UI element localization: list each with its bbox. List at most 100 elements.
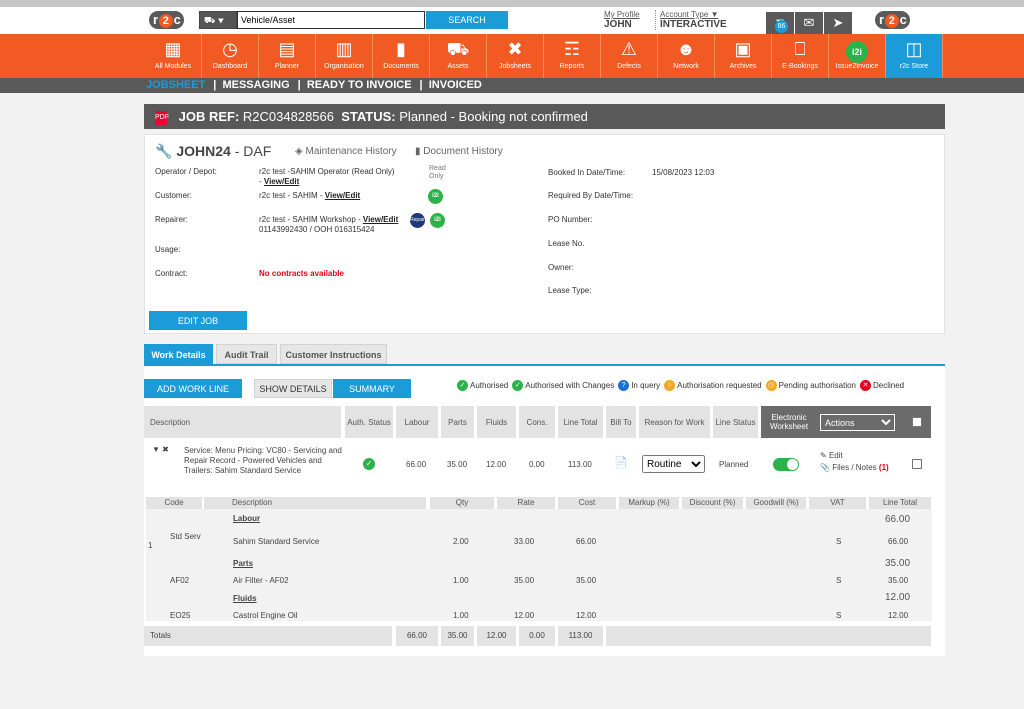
nav-reports[interactable]: ☶ Reports (544, 34, 601, 78)
nav-defects[interactable]: ⚠ Defects (601, 34, 658, 78)
document-history-link[interactable]: ▮ Document History (415, 146, 503, 157)
parts-desc: Air Filter - AF02 (233, 576, 289, 585)
calendar-icon: ▤ (278, 39, 296, 59)
contract-label: Contract: (155, 269, 188, 278)
subnav-jobsheet[interactable]: JOBSHEET (146, 79, 206, 91)
reason-select[interactable]: Routine (642, 455, 705, 473)
row-checkbox[interactable] (912, 459, 922, 469)
nav-planner[interactable]: ▤ Planner (259, 34, 316, 78)
account-type-value: INTERACTIVE (660, 19, 727, 30)
read-only-label: Read Only (429, 165, 446, 180)
sub-col-code: Code (146, 497, 202, 509)
work-line-total: 113.00 (568, 460, 592, 469)
paperclip-icon: 📎 (820, 463, 830, 472)
asset-type-select[interactable]: ⛟ ▾ (199, 11, 237, 29)
document-icon[interactable]: 📄 (614, 457, 628, 469)
clipboard-icon: ☶ (563, 39, 581, 59)
po-number-label: PO Number: (548, 215, 593, 224)
nav-network[interactable]: ☻ Network (658, 34, 715, 78)
parts-rate: 35.00 (514, 576, 535, 585)
labour-heading: Labour (233, 514, 261, 523)
my-profile-label[interactable]: My Profile (604, 10, 640, 19)
i2i-customer-icon: i2i (428, 189, 443, 204)
nav-jobsheets[interactable]: ✖ Jobsheets (487, 34, 544, 78)
warning-icon: ⚠ (620, 39, 638, 59)
add-work-line-button[interactable]: ADD WORK LINE (144, 379, 242, 398)
account-type[interactable]: Account Type ▼ INTERACTIVE (655, 10, 727, 30)
fluids-rate: 12.00 (514, 611, 535, 620)
parts-qty: 1.00 (453, 576, 469, 585)
electronic-worksheet-toggle[interactable] (773, 458, 799, 471)
nav-assets[interactable]: ⛟ Assets (430, 34, 487, 78)
parts-line-total: 35.00 (888, 576, 909, 585)
my-profile[interactable]: My Profile JOHN (604, 10, 640, 30)
nav-documents[interactable]: ▮ Documents (373, 34, 430, 78)
nav-archives[interactable]: ▣ Archives (715, 34, 772, 78)
account-type-label[interactable]: Account Type (660, 10, 709, 19)
tools-icon: ✖ (507, 39, 523, 59)
row-number: 1 (148, 541, 153, 550)
notification-icon[interactable]: ▼86 (766, 12, 794, 34)
grid-icon: ▦ (164, 39, 182, 59)
expand-arrow-icon[interactable]: ▼ ✖ (152, 445, 169, 454)
search-input[interactable] (237, 11, 425, 29)
lease-no-label: Lease No. (548, 239, 585, 248)
customer-view-edit[interactable]: View/Edit (324, 191, 361, 200)
authorised-with-changes-icon: ✓ (512, 380, 524, 391)
sub-col-goodwill: Goodwill (%) (746, 497, 806, 509)
labour-cost: 66.00 (576, 537, 597, 546)
edit-link[interactable]: ✎ Edit (820, 451, 843, 460)
subnav-messaging[interactable]: MESSAGING (222, 79, 290, 91)
folder-icon: ▮ (396, 39, 406, 59)
customer-value: r2c test - SAHIM - View/Edit (259, 191, 361, 200)
mail-icon[interactable]: ✉ (795, 12, 823, 34)
pending-authorisation-icon: ◷ (765, 380, 777, 391)
col-cons: Cons. (519, 406, 555, 438)
subnav-ready-to-invoice[interactable]: READY TO INVOICE (306, 79, 412, 91)
required-by-label: Required By Date/Time: (548, 191, 634, 200)
buildings-icon: ▥ (335, 39, 353, 59)
maintenance-history-link[interactable]: ◈ Maintenance History (295, 146, 397, 157)
search-button[interactable]: SEARCH (426, 11, 508, 29)
nav-r2c-store[interactable]: ◫ r2c Store (886, 34, 943, 78)
operator-value: r2c test -SAHIM Operator (Read Only) - V… (259, 167, 395, 186)
summary-button[interactable]: SUMMARY (333, 379, 411, 398)
repairer-view-edit[interactable]: View/Edit (362, 215, 399, 224)
main-nav: ▦ All Modules ◷ Dashboard ▤ Planner ▥ Organi… (0, 34, 1024, 78)
job-ref-bar: PDF JOB REF: R2C034828566 STATUS: Planne… (144, 104, 945, 129)
labour-desc: Sahim Standard Service (233, 537, 320, 546)
sub-lines: Labour 66.00 1 Std Serv Sahim Standard S… (146, 509, 932, 621)
files-notes-link[interactable]: 📎 Files / Notes (1) (820, 463, 889, 472)
logout-icon[interactable]: ➤ (824, 12, 852, 34)
tab-customer-instructions[interactable]: Customer Instructions (280, 344, 387, 364)
select-all-checkbox[interactable] (912, 417, 922, 427)
edit-job-button[interactable]: EDIT JOB (149, 311, 247, 330)
nav-issue2invoice[interactable]: i2i Issue2Invoice (829, 34, 886, 78)
labour-qty: 2.00 (453, 537, 469, 546)
operator-label: Operator / Depot: (155, 167, 217, 176)
subnav-invoiced[interactable]: INVOICED (428, 79, 482, 91)
tab-audit-trail[interactable]: Audit Trail (216, 344, 277, 364)
col-description: Description (144, 406, 341, 438)
fluids-line-total: 12.00 (888, 611, 909, 620)
show-details-button[interactable]: SHOW DETAILS (254, 379, 332, 398)
nav-e-bookings[interactable]: ⎕ E-Bookings (772, 34, 829, 78)
usage-label: Usage: (155, 245, 181, 254)
nav-organisation[interactable]: ▥ Organisation (316, 34, 373, 78)
job-details-card: 🔧 JOHN24 - DAF ◈ Maintenance History ▮ D… (144, 134, 945, 334)
operator-view-edit[interactable]: View/Edit (263, 177, 300, 186)
col-fluids: Fluids (477, 406, 516, 438)
detail-tabs: Work Details Audit Trail Customer Instru… (144, 344, 945, 366)
actions-select[interactable]: Actions (820, 414, 895, 431)
nav-dashboard[interactable]: ◷ Dashboard (202, 34, 259, 78)
work-line-labour: 66.00 (406, 460, 427, 469)
col-bill-to: Bill To (606, 406, 636, 438)
folder-icon: ▮ (415, 146, 421, 157)
main-content: PDF JOB REF: R2C034828566 STATUS: Planne… (144, 100, 945, 656)
work-line-status: Planned (719, 460, 749, 469)
tab-work-details[interactable]: Work Details (144, 344, 213, 364)
nav-all-modules[interactable]: ▦ All Modules (145, 34, 202, 78)
booked-in-value: 15/08/2023 12:03 (652, 168, 715, 177)
pdf-icon[interactable]: PDF (155, 110, 169, 125)
